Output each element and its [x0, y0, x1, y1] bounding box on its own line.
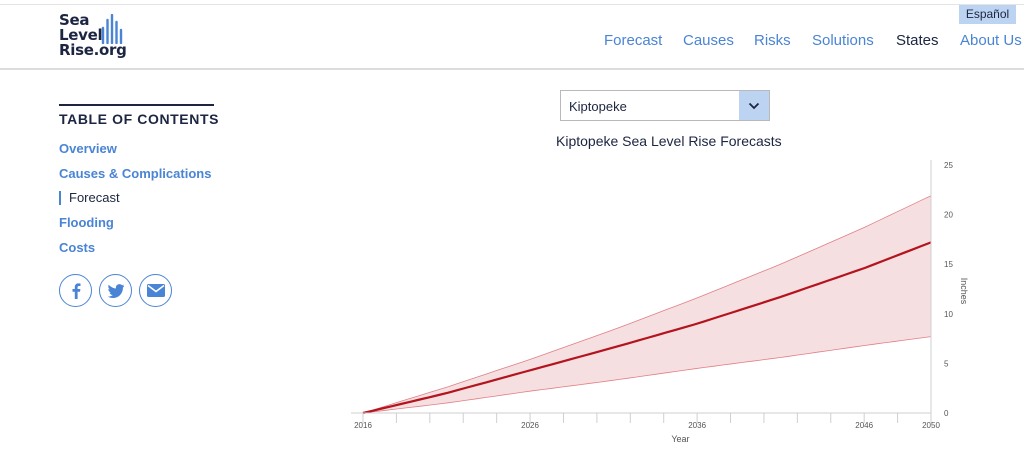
- facebook-icon: [72, 282, 80, 299]
- x-tick-label: 2026: [521, 421, 539, 430]
- nav-states[interactable]: States: [896, 32, 939, 49]
- x-tick-label: 2050: [922, 421, 940, 430]
- toc-divider: [59, 104, 214, 106]
- x-tick-label: 2036: [688, 421, 706, 430]
- nav-forecast[interactable]: Forecast: [604, 32, 663, 49]
- twitter-share-button[interactable]: [99, 274, 132, 307]
- chart-title: Kiptopeke Sea Level Rise Forecasts: [556, 133, 782, 149]
- nav-solutions[interactable]: Solutions: [812, 32, 874, 49]
- x-tick-label: 2046: [855, 421, 873, 430]
- facebook-share-button[interactable]: [59, 274, 92, 307]
- y-axis-label: Inches: [959, 278, 969, 305]
- x-axis-label: Year: [671, 434, 689, 444]
- y-tick-label: 0: [944, 409, 949, 418]
- nav-about-us[interactable]: About Us: [960, 32, 1022, 49]
- site-header: Sea Level Rise.org Español Forecast Caus…: [0, 0, 1024, 70]
- y-tick-label: 15: [944, 260, 953, 269]
- nav-risks[interactable]: Risks: [754, 32, 791, 49]
- y-tick-label: 20: [944, 211, 953, 220]
- toc-item-flooding[interactable]: Flooding: [59, 215, 114, 230]
- y-tick-label: 5: [944, 359, 949, 368]
- language-toggle-button[interactable]: Español: [959, 5, 1016, 24]
- logo-line: Level: [59, 26, 103, 44]
- toc-item-costs[interactable]: Costs: [59, 240, 96, 255]
- logo-wordmark: Sea Level Rise.org: [59, 13, 127, 58]
- y-tick-label: 10: [944, 310, 953, 319]
- x-tick-label: 2016: [354, 421, 372, 430]
- toc-item-causes-complications[interactable]: Causes & Complications: [59, 166, 212, 181]
- chevron-down-icon[interactable]: [739, 91, 769, 120]
- lower-bound-line: [362, 336, 932, 414]
- location-select[interactable]: Kiptopeke: [560, 90, 770, 121]
- location-select-value: Kiptopeke: [569, 99, 627, 114]
- logo-line: Sea: [59, 11, 90, 29]
- logo-line: Rise.org: [59, 41, 127, 59]
- toc-item-overview[interactable]: Overview: [59, 141, 117, 156]
- twitter-icon: [107, 283, 124, 298]
- email-share-button[interactable]: [139, 274, 172, 307]
- email-icon: [146, 284, 165, 297]
- nav-causes[interactable]: Causes: [683, 32, 734, 49]
- upper-bound-line: [362, 195, 932, 414]
- top-border: [0, 4, 1024, 5]
- logo-bars-icon: [101, 14, 123, 44]
- forecast-range-band: [363, 195, 931, 413]
- site-logo[interactable]: Sea Level Rise.org: [59, 13, 129, 59]
- toc-item-forecast[interactable]: Forecast: [59, 191, 120, 205]
- toc-heading: TABLE OF CONTENTS: [59, 111, 220, 127]
- y-tick-label: 25: [944, 161, 953, 170]
- median-forecast-line: [362, 241, 932, 415]
